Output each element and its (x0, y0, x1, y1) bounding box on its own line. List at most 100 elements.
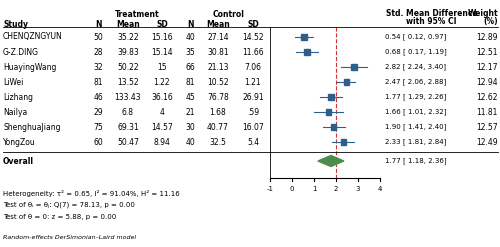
Text: 46: 46 (93, 92, 103, 102)
Text: SD: SD (156, 20, 168, 29)
Text: 1.22: 1.22 (154, 78, 170, 86)
Text: 81: 81 (93, 78, 103, 86)
Text: 2.82 [ 2.24, 3.40]: 2.82 [ 2.24, 3.40] (385, 64, 446, 70)
Text: 12.17: 12.17 (476, 62, 498, 71)
Text: 11.81: 11.81 (476, 107, 498, 117)
Text: 10.52: 10.52 (207, 78, 229, 86)
Text: 1.68: 1.68 (210, 107, 226, 117)
Text: 1: 1 (312, 186, 316, 192)
Text: Lizhang: Lizhang (3, 92, 33, 102)
Bar (352, 64, 356, 70)
Text: 40: 40 (185, 33, 195, 41)
Text: 4: 4 (378, 186, 382, 192)
Text: 39.83: 39.83 (117, 47, 139, 57)
Text: 66: 66 (185, 62, 195, 71)
Text: 2.47 [ 2.06, 2.88]: 2.47 [ 2.06, 2.88] (385, 79, 446, 85)
Bar (304, 49, 310, 55)
Text: 60: 60 (93, 138, 103, 146)
Text: 81: 81 (185, 78, 195, 86)
Text: Nailya: Nailya (3, 107, 27, 117)
Text: 50: 50 (93, 33, 103, 41)
Text: 6.8: 6.8 (122, 107, 134, 117)
Text: 133.43: 133.43 (114, 92, 141, 102)
Text: Std. Mean Difference: Std. Mean Difference (386, 9, 478, 18)
Text: 12.89: 12.89 (476, 33, 498, 41)
Text: CHENQZNGYUN: CHENQZNGYUN (3, 33, 63, 41)
Text: Study: Study (3, 20, 28, 29)
Text: 27.14: 27.14 (207, 33, 229, 41)
Text: 0: 0 (290, 186, 294, 192)
Text: 1.77 [ 1.29, 2.26]: 1.77 [ 1.29, 2.26] (385, 94, 446, 100)
Bar (344, 79, 349, 85)
Text: 75: 75 (93, 123, 103, 131)
Text: N: N (187, 20, 193, 29)
Text: 30.81: 30.81 (207, 47, 229, 57)
Text: Treatment: Treatment (115, 10, 160, 19)
Bar (326, 109, 331, 115)
Text: 35: 35 (185, 47, 195, 57)
Text: 15: 15 (157, 62, 167, 71)
Text: 21: 21 (185, 107, 195, 117)
Text: 5.4: 5.4 (247, 138, 259, 146)
Text: 12.49: 12.49 (476, 138, 498, 146)
Text: 26.91: 26.91 (242, 92, 264, 102)
Text: 12.51: 12.51 (476, 47, 498, 57)
Text: 8.94: 8.94 (154, 138, 170, 146)
Text: 1.90 [ 1.41, 2.40]: 1.90 [ 1.41, 2.40] (385, 124, 446, 130)
Text: -1: -1 (266, 186, 274, 192)
Text: Mean: Mean (116, 20, 140, 29)
Text: 16.07: 16.07 (242, 123, 264, 131)
Text: 12.62: 12.62 (476, 92, 498, 102)
Text: 14.57: 14.57 (151, 123, 173, 131)
Text: 11.66: 11.66 (242, 47, 264, 57)
Text: 69.31: 69.31 (117, 123, 139, 131)
Text: 50.47: 50.47 (117, 138, 139, 146)
Text: G-Z.DING: G-Z.DING (3, 47, 39, 57)
Text: 30: 30 (185, 123, 195, 131)
Text: 0.68 [ 0.17, 1.19]: 0.68 [ 0.17, 1.19] (385, 49, 447, 55)
Text: 32.5: 32.5 (210, 138, 226, 146)
Text: 15.16: 15.16 (151, 33, 173, 41)
Text: 12.57: 12.57 (476, 123, 498, 131)
Text: 28: 28 (93, 47, 103, 57)
Text: Test of θᵢ = θⱼ: Q(7) = 78.13, p = 0.00: Test of θᵢ = θⱼ: Q(7) = 78.13, p = 0.00 (3, 202, 135, 208)
Text: SD: SD (247, 20, 259, 29)
Bar (331, 124, 336, 130)
Text: ShenghuaJiang: ShenghuaJiang (3, 123, 60, 131)
Text: (%): (%) (484, 17, 498, 26)
Text: Control: Control (213, 10, 245, 19)
Text: 2.33 [ 1.81, 2.84]: 2.33 [ 1.81, 2.84] (385, 139, 446, 145)
Text: Test of θ = 0: z = 5.88, p = 0.00: Test of θ = 0: z = 5.88, p = 0.00 (3, 214, 116, 220)
Text: 32: 32 (93, 62, 103, 71)
Text: Heterogeneity: τ² = 0.65, I² = 91.04%, H² = 11.16: Heterogeneity: τ² = 0.65, I² = 91.04%, H… (3, 189, 180, 197)
Text: 7.06: 7.06 (244, 62, 262, 71)
Text: 36.16: 36.16 (151, 92, 173, 102)
Text: 0.54 [ 0.12, 0.97]: 0.54 [ 0.12, 0.97] (385, 34, 446, 40)
Text: 13.52: 13.52 (117, 78, 139, 86)
Text: 2: 2 (334, 186, 338, 192)
Text: N: N (95, 20, 101, 29)
Text: 76.78: 76.78 (207, 92, 229, 102)
Text: 3: 3 (356, 186, 360, 192)
Text: 40.77: 40.77 (207, 123, 229, 131)
Text: 1.21: 1.21 (244, 78, 262, 86)
Text: LiWei: LiWei (3, 78, 24, 86)
Text: 12.94: 12.94 (476, 78, 498, 86)
Text: .59: .59 (247, 107, 259, 117)
Text: 50.22: 50.22 (117, 62, 139, 71)
Text: 35.22: 35.22 (117, 33, 139, 41)
Text: 1.66 [ 1.01, 2.32]: 1.66 [ 1.01, 2.32] (385, 109, 446, 115)
Text: 14.52: 14.52 (242, 33, 264, 41)
Bar (328, 94, 334, 100)
Text: Random-effects DerSimonian–Laird model: Random-effects DerSimonian–Laird model (3, 235, 136, 240)
Text: HuayingWang: HuayingWang (3, 62, 56, 71)
Text: 45: 45 (185, 92, 195, 102)
Bar (301, 34, 306, 40)
Text: 1.77 [ 1.18, 2.36]: 1.77 [ 1.18, 2.36] (385, 158, 446, 164)
Polygon shape (318, 156, 344, 166)
Text: 21.13: 21.13 (208, 62, 229, 71)
Text: 29: 29 (93, 107, 103, 117)
Bar (340, 139, 346, 145)
Text: 15.14: 15.14 (151, 47, 173, 57)
Text: 40: 40 (185, 138, 195, 146)
